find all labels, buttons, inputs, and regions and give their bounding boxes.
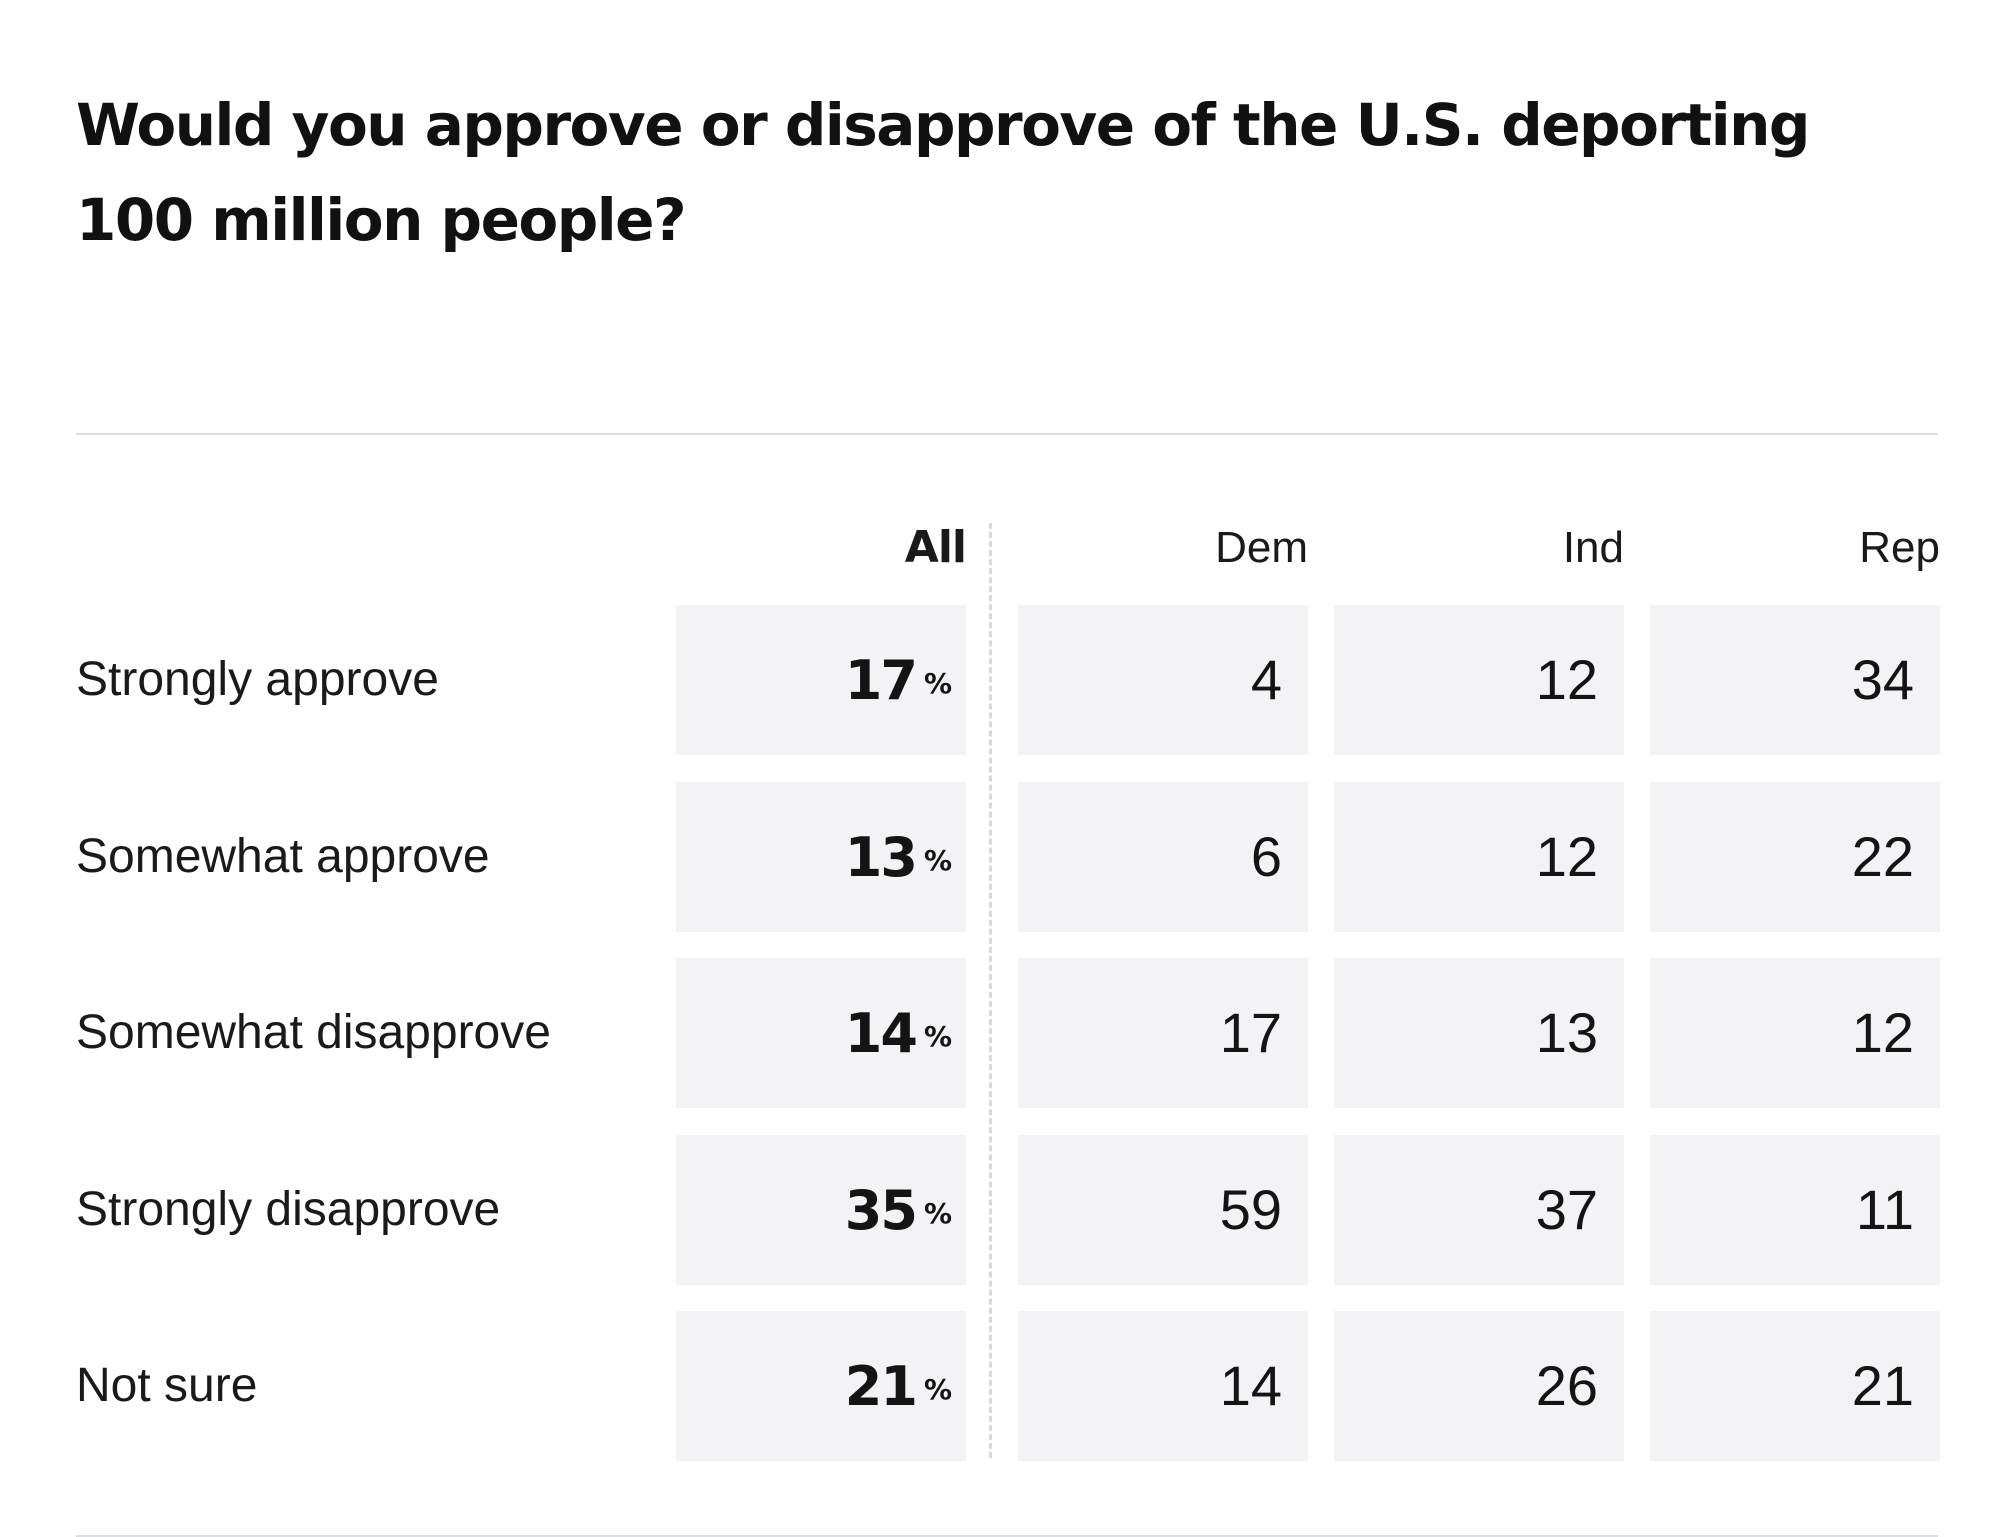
value-label: 13 xyxy=(844,826,918,889)
percent-sign: % xyxy=(923,1373,952,1406)
cell-strongly-disapprove-all: 35% xyxy=(676,1135,966,1285)
cell-not-sure-dem: 14 xyxy=(1018,1311,1308,1461)
value-label: 21 xyxy=(844,1355,918,1418)
cell-somewhat-approve-rep: 22 xyxy=(1650,782,1940,932)
cell-strongly-disapprove-ind: 37 xyxy=(1334,1135,1624,1285)
value-label: 17 xyxy=(844,649,918,712)
cell-strongly-approve-all: 17% xyxy=(676,605,966,755)
cell-strongly-disapprove-rep: 11 xyxy=(1650,1135,1940,1285)
percent-sign: % xyxy=(923,1020,952,1053)
row-label-strongly-approve: Strongly approve xyxy=(76,653,439,706)
percent-sign: % xyxy=(923,844,952,877)
cell-somewhat-approve-all: 13% xyxy=(676,782,966,932)
cell-somewhat-disapprove-dem: 17 xyxy=(1018,958,1308,1108)
row-label-somewhat-approve: Somewhat approve xyxy=(76,830,490,883)
cell-somewhat-approve-ind: 12 xyxy=(1334,782,1624,932)
all-column-separator xyxy=(989,523,992,1458)
chart-title: Would you approve or disapprove of the U… xyxy=(76,91,1810,254)
row-label-somewhat-disapprove: Somewhat disapprove xyxy=(76,1006,551,1059)
cell-strongly-approve-dem: 4 xyxy=(1018,605,1308,755)
cell-somewhat-disapprove-ind: 13 xyxy=(1334,958,1624,1108)
percent-sign: % xyxy=(923,1197,952,1230)
percent-sign: % xyxy=(923,667,952,700)
value-label: 35 xyxy=(844,1179,918,1242)
row-label-not-sure: Not sure xyxy=(76,1359,258,1412)
cell-not-sure-ind: 26 xyxy=(1334,1311,1624,1461)
value-label: 14 xyxy=(844,1002,918,1065)
cell-strongly-approve-ind: 12 xyxy=(1334,605,1624,755)
cell-strongly-approve-rep: 34 xyxy=(1650,605,1940,755)
column-header-all: All xyxy=(904,522,967,573)
column-header-dem: Dem xyxy=(1215,523,1308,572)
column-header-rep: Rep xyxy=(1859,523,1940,572)
top-divider-line xyxy=(76,433,1938,435)
cell-somewhat-disapprove-rep: 12 xyxy=(1650,958,1940,1108)
cell-somewhat-disapprove-all: 14% xyxy=(676,958,966,1108)
cell-somewhat-approve-dem: 6 xyxy=(1018,782,1308,932)
cell-not-sure-rep: 21 xyxy=(1650,1311,1940,1461)
cell-strongly-disapprove-dem: 59 xyxy=(1018,1135,1308,1285)
row-label-strongly-disapprove: Strongly disapprove xyxy=(76,1183,501,1236)
column-header-ind: Ind xyxy=(1562,523,1624,572)
cell-not-sure-all: 21% xyxy=(676,1311,966,1461)
